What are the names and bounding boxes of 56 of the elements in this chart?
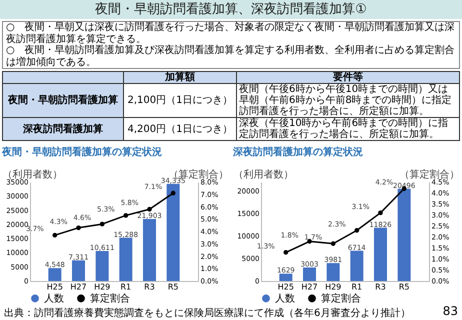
text: 要件等 xyxy=(236,72,460,84)
x-tick-label: H29 xyxy=(325,282,342,292)
text: 夜間・早朝訪問看護加算、深夜訪問看護加算① xyxy=(0,0,462,19)
bar xyxy=(72,260,86,281)
chart-title: 夜間・早朝訪問看護加算の算定状況 xyxy=(1,146,162,158)
text: 夜間・早朝訪問看護加算 xyxy=(2,84,124,118)
point xyxy=(354,228,360,233)
x-tick-label: R5 xyxy=(398,282,410,292)
point xyxy=(378,210,383,216)
bar xyxy=(142,219,156,281)
y-axis-title: （利用者数） xyxy=(234,168,294,180)
x-tick-label: R1 xyxy=(352,282,362,292)
y2-axis-title: （算定割合） xyxy=(400,168,460,180)
text: ○ 夜間・早朝訪問看護加算及び深夜訪問看護加算を算定する利用者数、全利用者に占める算定割合は増加傾向である。 xyxy=(6,45,456,68)
legend-label: 人数 xyxy=(275,293,295,304)
text: 深夜訪問看護加算 xyxy=(2,118,124,140)
y-axis-title: （利用者数） xyxy=(2,168,62,180)
point xyxy=(76,225,81,230)
legend-label: 算定割合 xyxy=(321,292,361,304)
chart-title: 深夜訪問看護加算の算定状況 xyxy=(232,146,363,158)
bar xyxy=(119,238,132,281)
x-tick-label: H27 xyxy=(301,282,318,292)
point xyxy=(284,250,288,255)
bar xyxy=(374,228,387,281)
point xyxy=(147,206,152,212)
bar xyxy=(350,250,364,281)
bar xyxy=(96,250,109,281)
bar xyxy=(166,184,180,281)
x-tick-label: R3 xyxy=(144,282,155,292)
bar xyxy=(48,268,62,281)
text: 4,200円（1日につき） xyxy=(124,118,236,140)
point xyxy=(100,222,105,226)
point xyxy=(123,213,128,218)
x-tick-label: R3 xyxy=(375,282,386,292)
text: 夜間（午後6時から午後10時までの時間）又は早朝（午前6時から午前8時までの時間）に指定訪問看護を行った場合に、所定額に加算。 xyxy=(236,84,460,118)
x-tick-label: H27 xyxy=(70,282,87,292)
bar xyxy=(326,263,340,281)
text: 加算額 xyxy=(124,72,236,84)
x-tick-label: H25 xyxy=(46,282,63,292)
bar xyxy=(398,188,411,281)
text: 83 xyxy=(442,304,458,318)
legend-label: 算定割合 xyxy=(90,292,130,304)
point xyxy=(170,190,176,196)
point xyxy=(330,241,336,246)
x-tick-label: H25 xyxy=(278,282,294,292)
text: ○ 夜間・早朝又は深夜に訪問看護を行った場合、対象者の限定なく夜間・早朝訪問看護加算又は深夜訪問看護加算を算定できる。 xyxy=(6,22,456,44)
x-tick-label: R5 xyxy=(168,282,178,292)
text: 深夜（午後10時から午前6時までの時間）に指定訪問看護を行った場合に、所定額に加算。 xyxy=(236,118,460,140)
x-tick-label: H29 xyxy=(94,282,110,292)
legend-label: 人数 xyxy=(44,293,64,304)
bar xyxy=(279,274,292,281)
source-note: 出典：訪問看護療養費実態調査をもとに保険局医療課にて作成（各年6月審査分より推計） xyxy=(4,306,410,320)
text: 2,100円（1日につき） xyxy=(124,84,236,118)
bar xyxy=(303,267,316,281)
x-tick-label: R1 xyxy=(120,282,132,292)
point xyxy=(52,232,58,238)
